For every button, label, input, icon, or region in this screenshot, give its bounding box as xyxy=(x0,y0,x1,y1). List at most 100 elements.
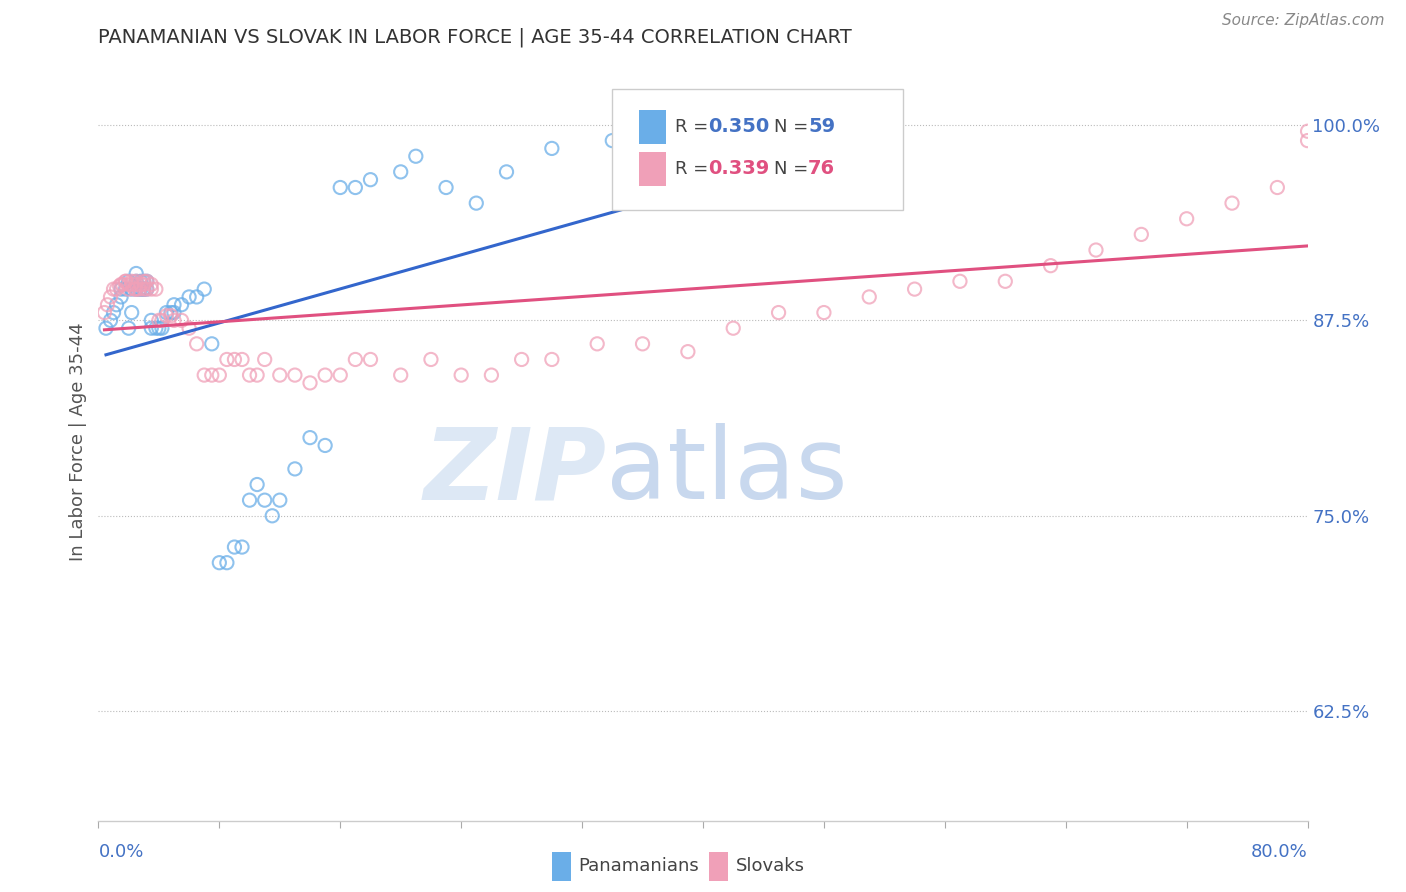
Point xyxy=(239,493,262,508)
Point xyxy=(540,141,562,155)
Point xyxy=(586,336,609,351)
Bar xyxy=(551,853,571,881)
Point xyxy=(215,352,238,367)
Point xyxy=(253,493,276,508)
Point xyxy=(94,321,117,335)
Point xyxy=(150,313,173,327)
Point xyxy=(135,274,157,288)
Point xyxy=(160,309,183,323)
Point xyxy=(141,277,163,292)
Point xyxy=(1296,134,1319,148)
Text: R =: R = xyxy=(675,160,714,178)
Text: 0.350: 0.350 xyxy=(707,118,769,136)
Point xyxy=(105,298,128,312)
Point xyxy=(239,368,262,383)
Point xyxy=(170,313,193,327)
Point xyxy=(723,321,745,335)
Point xyxy=(100,313,122,327)
Point xyxy=(813,305,835,319)
Point xyxy=(121,282,143,296)
Point xyxy=(96,298,118,312)
Point xyxy=(163,298,186,312)
Point xyxy=(125,267,148,281)
Bar xyxy=(638,110,665,144)
Point xyxy=(201,336,224,351)
Text: 80.0%: 80.0% xyxy=(1251,843,1308,862)
Point xyxy=(128,282,150,296)
Point xyxy=(602,134,624,148)
Point xyxy=(135,274,157,288)
Point xyxy=(215,556,238,570)
Bar xyxy=(638,152,665,186)
Point xyxy=(129,282,152,296)
Point xyxy=(723,124,745,138)
Point xyxy=(246,368,269,383)
Point xyxy=(269,368,291,383)
Point xyxy=(163,313,186,327)
Point xyxy=(1085,243,1108,257)
Point xyxy=(170,298,193,312)
Point xyxy=(360,172,382,186)
Point xyxy=(420,352,443,367)
Point xyxy=(465,196,488,211)
Point xyxy=(186,336,208,351)
Point xyxy=(329,368,352,383)
Point xyxy=(129,277,152,292)
Point xyxy=(100,290,122,304)
Point xyxy=(858,290,880,304)
Point xyxy=(125,274,148,288)
Point xyxy=(125,282,148,296)
Point xyxy=(231,540,253,554)
Point xyxy=(163,305,186,319)
Point xyxy=(329,180,352,194)
Point xyxy=(103,305,125,319)
Point xyxy=(269,493,291,508)
Text: 76: 76 xyxy=(808,159,835,178)
Point xyxy=(132,274,155,288)
Point xyxy=(114,274,136,288)
Point xyxy=(103,282,125,296)
Point xyxy=(949,274,972,288)
Point xyxy=(1130,227,1153,242)
FancyBboxPatch shape xyxy=(613,89,903,211)
Point xyxy=(314,438,336,452)
Text: ZIP: ZIP xyxy=(423,424,606,520)
Point xyxy=(262,508,284,523)
Text: atlas: atlas xyxy=(606,424,848,520)
Point xyxy=(110,277,132,292)
Point xyxy=(145,321,167,335)
Point xyxy=(111,277,134,292)
Point xyxy=(1267,180,1289,194)
Point xyxy=(118,274,141,288)
Point xyxy=(314,368,336,383)
Point xyxy=(132,282,155,296)
Point xyxy=(495,165,517,179)
Point xyxy=(114,282,136,296)
Text: Source: ZipAtlas.com: Source: ZipAtlas.com xyxy=(1222,13,1385,29)
Point xyxy=(299,376,322,390)
Point xyxy=(121,305,143,319)
Point xyxy=(110,290,132,304)
Point xyxy=(231,352,253,367)
Point xyxy=(155,309,177,323)
Text: PANAMANIAN VS SLOVAK IN LABOR FORCE | AGE 35-44 CORRELATION CHART: PANAMANIAN VS SLOVAK IN LABOR FORCE | AG… xyxy=(98,28,852,47)
Point xyxy=(128,282,150,296)
Text: 0.0%: 0.0% xyxy=(98,843,143,862)
Text: R =: R = xyxy=(675,118,714,136)
Point xyxy=(132,277,155,292)
Point xyxy=(141,321,163,335)
Point xyxy=(179,321,201,335)
Point xyxy=(110,282,132,296)
Point xyxy=(135,282,157,296)
Point xyxy=(246,477,269,491)
Point xyxy=(904,282,927,296)
Point xyxy=(93,305,115,319)
Point xyxy=(481,368,503,383)
Text: N =: N = xyxy=(775,160,814,178)
Point xyxy=(224,352,246,367)
Point xyxy=(148,321,170,335)
Point xyxy=(118,282,141,296)
Point xyxy=(132,282,155,296)
Point xyxy=(160,305,183,319)
Point xyxy=(1296,124,1319,138)
